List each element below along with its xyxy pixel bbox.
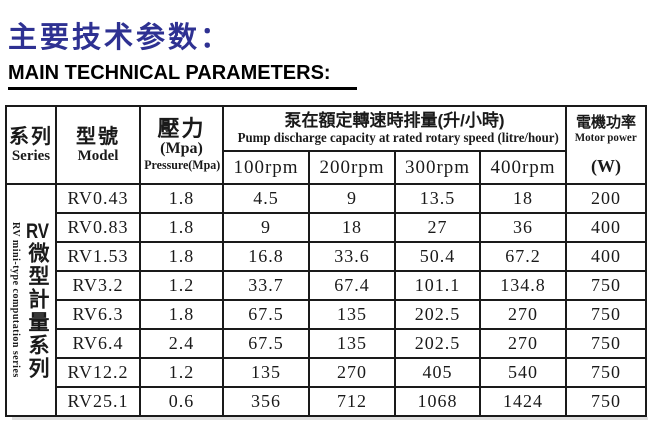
- table-row: RV25.1 0.6 356 712 1068 1424 750: [6, 386, 648, 417]
- cell-200rpm: 9: [308, 183, 396, 214]
- cell-model: RV6.3: [55, 299, 141, 330]
- col-header-200rpm: 200rpm: [308, 150, 396, 185]
- cell-pressure: 1.8: [139, 241, 224, 272]
- cell-400rpm: 270: [478, 328, 568, 359]
- col-header-series-en: Series: [11, 147, 51, 164]
- series-label-prefix: RV: [25, 220, 50, 242]
- cell-400rpm: 540: [478, 357, 568, 388]
- cell-pressure: 1.2: [139, 357, 224, 388]
- cell-pressure: 1.8: [139, 299, 224, 330]
- table-row: RV mini-type computation series RV微型計量系列…: [5, 183, 648, 417]
- cell-200rpm: 67.4: [308, 270, 396, 301]
- col-header-400rpm: 400rpm: [478, 150, 568, 185]
- cell-200rpm: 135: [308, 299, 396, 330]
- cell-300rpm: 50.4: [394, 241, 481, 272]
- cell-power: 750: [565, 357, 648, 388]
- scan-shadow-line: [12, 417, 648, 420]
- cell-400rpm: 270: [478, 299, 568, 330]
- col-header-power-en: Motor power: [575, 130, 638, 144]
- col-header-pressure-zh: 壓力: [157, 116, 206, 141]
- cell-400rpm: 67.2: [478, 241, 568, 272]
- col-header-power-top: 電機功率 Motor power: [568, 108, 644, 151]
- series-label-group: RV mini-type computation series RV微型計量系列: [8, 186, 54, 414]
- cell-200rpm: 270: [308, 357, 396, 388]
- cell-100rpm: 9: [222, 212, 310, 243]
- col-header-100rpm: 100rpm: [222, 150, 310, 185]
- cell-300rpm: 405: [394, 357, 481, 388]
- cell-model: RV0.83: [55, 212, 141, 243]
- cell-power: 750: [565, 328, 648, 359]
- technical-parameters-table: 系列 Series 型號 Model 壓力 (Mpa) Pressure(Mpa…: [5, 104, 648, 417]
- cell-300rpm: 202.5: [394, 328, 481, 359]
- table-row: RV0.83 1.8 9 18 27 36 400: [6, 212, 648, 243]
- cell-power: 200: [565, 183, 648, 214]
- col-header-capacity: 泵在額定轉速時排量(升/小時) Pump discharge capacity …: [221, 104, 568, 153]
- col-header-300rpm: 300rpm: [394, 150, 481, 185]
- col-header-capacity-en: Pump discharge capacity at rated rotary …: [237, 131, 559, 147]
- cell-400rpm: 18: [478, 183, 568, 214]
- cell-100rpm: 16.8: [222, 241, 310, 272]
- table-row: RV3.2 1.2 33.7 67.4 101.1 134.8 750: [6, 270, 648, 301]
- cell-100rpm: 4.5: [222, 183, 310, 214]
- cell-model: RV3.2: [55, 270, 141, 301]
- cell-pressure: 0.6: [139, 386, 224, 417]
- cell-power: 750: [565, 299, 648, 330]
- cell-100rpm: 67.5: [222, 328, 310, 359]
- table-row: RV1.53 1.8 16.8 33.6 50.4 67.2 400: [6, 241, 648, 272]
- col-header-pressure: 壓力 (Mpa) Pressure(Mpa): [139, 105, 224, 185]
- cell-power: 750: [565, 386, 648, 417]
- cell-pressure: 2.4: [139, 328, 224, 359]
- cell-100rpm: 135: [222, 357, 310, 388]
- cell-pressure: 1.2: [139, 270, 224, 301]
- cell-model: RV0.43: [55, 183, 141, 214]
- col-header-model-zh: 型號: [76, 125, 120, 148]
- cell-200rpm: 18: [308, 212, 396, 243]
- cell-power: 400: [565, 212, 648, 243]
- cell-model: RV12.2: [55, 357, 141, 388]
- cell-300rpm: 13.5: [394, 183, 481, 214]
- col-header-model-en: Model: [77, 147, 119, 164]
- cell-model: RV25.1: [55, 386, 141, 417]
- cell-400rpm: 36: [478, 212, 568, 243]
- table-row: RV12.2 1.2 135 270 405 540 750: [6, 357, 648, 388]
- cell-100rpm: 33.7: [222, 270, 310, 301]
- cell-400rpm: 1424: [478, 386, 568, 417]
- cell-400rpm: 134.8: [478, 270, 568, 301]
- table-row: RV6.3 1.8 67.5 135 202.5 270 750: [6, 299, 648, 330]
- series-label-zh: RV微型計量系列: [22, 221, 52, 380]
- col-header-power: 電機功率 Motor power (W): [565, 105, 648, 185]
- cell-200rpm: 712: [308, 386, 396, 417]
- cell-model: RV1.53: [55, 241, 141, 272]
- col-header-power-zh: 電機功率: [576, 114, 637, 131]
- cell-200rpm: 33.6: [308, 241, 396, 272]
- cell-pressure: 1.8: [139, 212, 224, 243]
- col-header-power-inner: 電機功率 Motor power (W): [568, 108, 644, 182]
- cell-100rpm: 67.5: [222, 299, 310, 330]
- col-header-pressure-unit: (Mpa): [160, 140, 203, 157]
- series-label-en: RV mini-type computation series: [10, 222, 21, 378]
- cell-300rpm: 1068: [394, 386, 481, 417]
- cell-200rpm: 135: [308, 328, 396, 359]
- cell-300rpm: 27: [394, 212, 481, 243]
- cell-power: 750: [565, 270, 648, 301]
- cell-300rpm: 101.1: [394, 270, 481, 301]
- page-title-zh: 主要技术参数：: [8, 22, 233, 54]
- col-header-capacity-zh: 泵在額定轉速時排量(升/小時): [284, 111, 505, 131]
- series-label-zh-text: 微型計量系列: [26, 241, 49, 380]
- series-column-cell: RV mini-type computation series RV微型計量系列: [5, 183, 57, 417]
- col-header-series-zh: 系列: [9, 125, 53, 148]
- cell-power: 400: [565, 241, 648, 272]
- cell-300rpm: 202.5: [394, 299, 481, 330]
- page-title-en: MAIN TECHNICAL PARAMETERS:: [8, 62, 357, 90]
- col-header-series: 系列 Series: [5, 105, 57, 185]
- cell-100rpm: 356: [222, 386, 310, 417]
- table-row: RV6.4 2.4 67.5 135 202.5 270 750: [6, 328, 648, 359]
- cell-pressure: 1.8: [139, 183, 224, 214]
- cell-model: RV6.4: [55, 328, 141, 359]
- col-header-power-unit: (W): [591, 156, 622, 176]
- col-header-model: 型號 Model: [55, 105, 141, 185]
- col-header-pressure-en: Pressure(Mpa): [144, 157, 221, 172]
